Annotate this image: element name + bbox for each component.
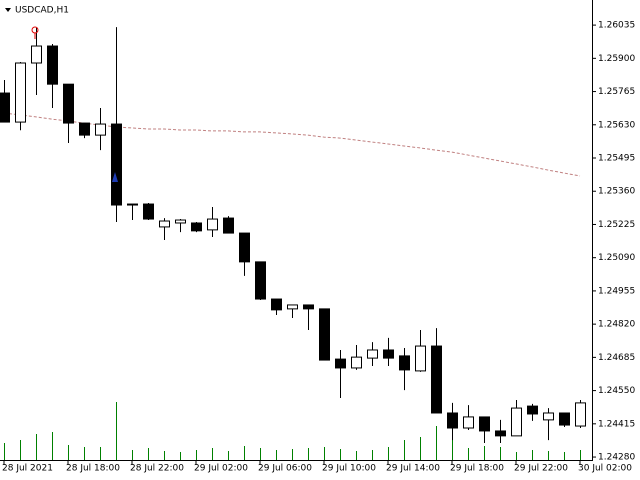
candle-body xyxy=(63,83,74,124)
candle-body xyxy=(463,416,474,429)
candle-body xyxy=(415,345,426,372)
plot-area xyxy=(0,27,586,460)
candle-body xyxy=(575,402,586,427)
chart-title: USDCAD,H1 xyxy=(15,6,69,16)
y-tick-label: 1.24820 xyxy=(598,320,635,330)
signal-arrow xyxy=(112,172,118,182)
y-tick-label: 1.25225 xyxy=(598,220,635,230)
candle-body xyxy=(175,219,186,224)
y-tick-label: 1.25900 xyxy=(598,54,635,64)
symbol-menu-icon[interactable] xyxy=(5,8,11,12)
candle-body xyxy=(255,261,266,300)
y-tick-label: 1.25765 xyxy=(598,87,635,97)
candle-body xyxy=(95,123,106,136)
candle-body xyxy=(271,298,282,311)
y-tick-label: 1.24280 xyxy=(598,453,635,463)
candle-body xyxy=(223,217,234,234)
y-tick-label: 1.25630 xyxy=(598,120,635,130)
x-tick-label: 28 Jul 22:00 xyxy=(130,464,184,474)
x-tick-label: 29 Jul 22:00 xyxy=(514,464,568,474)
candle-body xyxy=(511,407,522,437)
candle-body xyxy=(559,412,570,426)
candle-body xyxy=(127,203,138,206)
candle-body xyxy=(31,45,42,64)
x-tick-label: 29 Jul 06:00 xyxy=(258,464,312,474)
candle-body xyxy=(351,356,362,369)
candle-body xyxy=(335,358,346,369)
candle-body xyxy=(303,304,314,310)
candle-body xyxy=(143,203,154,220)
candle-body xyxy=(0,92,10,123)
candle-body xyxy=(159,220,170,228)
candle-body xyxy=(447,412,458,429)
candle-body xyxy=(79,122,90,136)
y-tick-label: 1.24550 xyxy=(598,386,635,396)
y-tick-label: 1.25495 xyxy=(598,154,635,164)
candle-body xyxy=(495,430,506,437)
y-tick-label: 1.24685 xyxy=(598,353,635,363)
x-tick-label: 30 Jul 02:00 xyxy=(578,464,632,474)
y-tick-label: 1.24955 xyxy=(598,286,635,296)
candle-body xyxy=(207,218,218,231)
candle-body xyxy=(383,349,394,359)
x-tick-label: 29 Jul 14:00 xyxy=(386,464,440,474)
candle-body xyxy=(319,308,330,361)
candle-body xyxy=(287,304,298,310)
candle-body xyxy=(543,412,554,421)
fractal-marker xyxy=(31,26,39,39)
x-tick-label: 28 Jul 2021 xyxy=(2,464,53,474)
y-tick-label: 1.25360 xyxy=(598,187,635,197)
y-tick-label: 1.24415 xyxy=(598,419,635,429)
candle-body xyxy=(111,123,122,206)
candle-body xyxy=(527,405,538,415)
candle-body xyxy=(479,416,490,432)
candle-body xyxy=(399,355,410,371)
candle-body xyxy=(367,349,378,359)
x-tick-label: 29 Jul 02:00 xyxy=(194,464,248,474)
candle-body xyxy=(239,232,250,263)
x-tick-label: 29 Jul 10:00 xyxy=(322,464,376,474)
x-tick-label: 29 Jul 18:00 xyxy=(450,464,504,474)
candle-body xyxy=(431,345,442,414)
x-tick-label: 28 Jul 18:00 xyxy=(66,464,120,474)
y-tick-label: 1.25090 xyxy=(598,253,635,263)
candle-body xyxy=(191,222,202,232)
candle-body xyxy=(15,62,26,123)
candle-body xyxy=(47,45,58,85)
y-tick-label: 1.26035 xyxy=(598,21,635,31)
